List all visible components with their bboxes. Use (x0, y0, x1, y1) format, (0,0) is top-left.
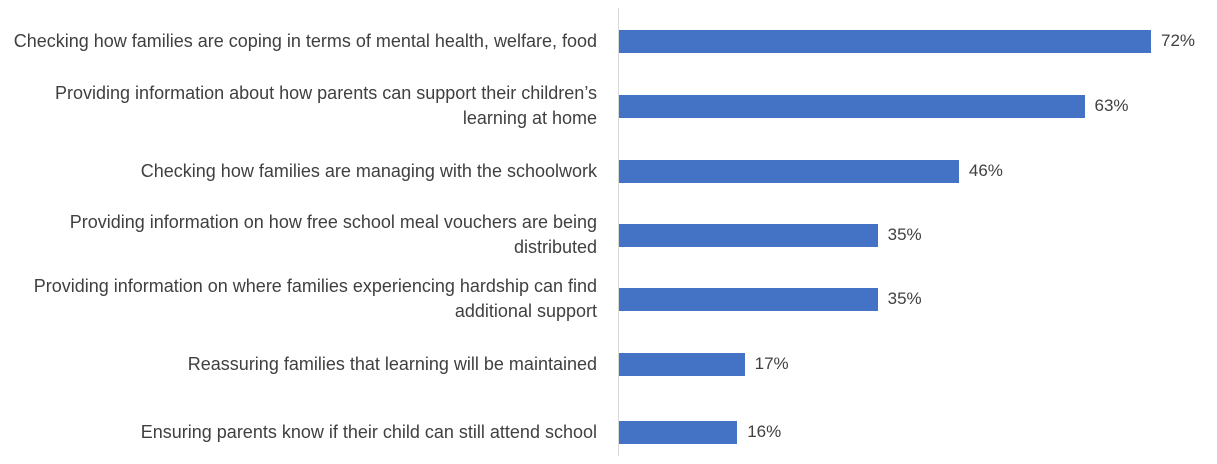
bar-row: Checking how families are coping in term… (0, 9, 1217, 73)
bar (619, 420, 738, 444)
bar (619, 223, 878, 247)
bar-row: Ensuring parents know if their child can… (0, 400, 1217, 464)
value-label: 16% (747, 422, 782, 441)
value-label: 17% (754, 354, 789, 373)
value-label: 72% (1161, 31, 1196, 50)
category-label: Ensuring parents know if their child can… (140, 421, 597, 442)
bar (619, 94, 1085, 118)
bar-row: Checking how families are managing with … (0, 139, 1217, 203)
category-label: Reassuring families that learning will b… (187, 353, 597, 374)
category-label: Providing information on how free school… (69, 212, 597, 257)
category-label: Providing information on where families … (33, 276, 597, 321)
bar-row: Providing information about how parents … (0, 74, 1217, 138)
bar (619, 159, 959, 183)
category-label: Checking how families are managing with … (140, 160, 597, 181)
category-label: Providing information about how parents … (55, 83, 597, 128)
value-label: 63% (1094, 96, 1129, 115)
bar-row: Providing information on where families … (0, 267, 1217, 331)
bar-row: Providing information on how free school… (0, 203, 1217, 267)
value-label: 35% (887, 225, 922, 244)
bar (619, 352, 745, 376)
bar (619, 287, 878, 311)
category-label: Checking how families are coping in term… (13, 30, 597, 51)
value-label: 35% (887, 289, 922, 308)
bar (619, 29, 1151, 53)
category-axis (618, 8, 619, 456)
value-label: 46% (968, 161, 1003, 180)
bar-row: Reassuring families that learning will b… (0, 332, 1217, 396)
